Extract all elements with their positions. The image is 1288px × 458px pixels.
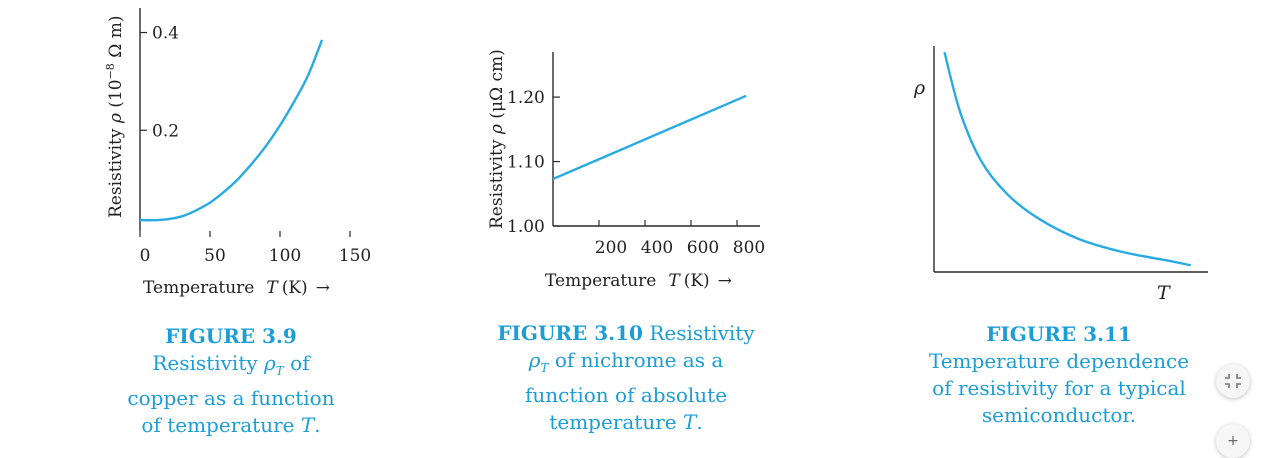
caption-line: function of absolute <box>524 383 728 407</box>
chart-2-curve <box>552 94 747 181</box>
caption-line: ρT of nichrome as a <box>528 348 724 375</box>
add-button[interactable]: + <box>1216 424 1250 458</box>
chart-1-x-tick-label: 150 <box>339 246 371 266</box>
chart-1-curve <box>139 39 324 222</box>
figure-number: FIGURE 3.10 <box>497 321 643 345</box>
chart-2-xlabel: Temperature T (K) → <box>545 271 732 291</box>
caption-line: of resistivity for a typical <box>932 376 1186 400</box>
chart-1-x-tick-label: 50 <box>204 246 226 266</box>
chart-2-x-tick-label: 400 <box>641 238 673 258</box>
caption-figure-3-11: FIGURE 3.11 Temperature dependence of re… <box>906 321 1212 429</box>
collapse-button[interactable] <box>1216 364 1250 398</box>
caption-line: Temperature dependence <box>928 349 1190 373</box>
chart-2: Resistivity ρ (μΩ cm) 1.00 1.10 1.20 200 400… <box>487 49 765 291</box>
chart-2-x-tick-label: 200 <box>595 238 627 258</box>
chart-2-x-tick-label: 800 <box>733 238 765 258</box>
caption-figure-3-9: FIGURE 3.9 Resistivity ρT of copper as a… <box>100 323 362 439</box>
figure-number: FIGURE 3.9 <box>165 324 297 348</box>
chart-3-curve <box>943 51 1192 267</box>
chart-2-ylabel: Resistivity ρ (μΩ cm) <box>487 49 507 229</box>
chart-3-xlabel: T <box>1157 282 1171 304</box>
caption-line: temperature T. <box>549 410 703 434</box>
chart-2-y-tick-label: 1.00 <box>507 217 545 237</box>
chart-1: Resistivity ρ (10−8 Ω m) 0.2 0.4 0 50 100 150… <box>104 8 371 298</box>
figure-canvas: Resistivity ρ (10−8 Ω m) 0.2 0.4 0 50 100 150… <box>104 8 1208 304</box>
chart-3-ylabel: ρ <box>913 77 926 99</box>
caption-line: of temperature T. <box>141 413 321 437</box>
chart-1-y-tick-label: 0.4 <box>152 24 179 44</box>
chart-2-y-tick-label: 1.10 <box>507 153 545 173</box>
plus-icon: + <box>1227 433 1239 449</box>
chart-1-x-tick-label: 0 <box>140 246 151 266</box>
caption-line: semiconductor. <box>981 403 1137 427</box>
caption-line: copper as a function <box>127 386 335 410</box>
chart-1-x-tick-label: 100 <box>269 246 301 266</box>
chart-1-xlabel: Temperature T (K) → <box>143 278 330 298</box>
caption-line: Resistivity ρT of <box>152 351 310 378</box>
chart-1-ylabel: Resistivity ρ (10−8 Ω m) <box>104 16 126 218</box>
figure-number: FIGURE 3.11 <box>986 322 1132 346</box>
chart-3: ρ T <box>913 46 1208 304</box>
caption-figure-3-10: FIGURE 3.10 Resistivity ρT of nichrome a… <box>480 320 772 436</box>
chart-2-x-tick-label: 600 <box>687 238 719 258</box>
chart-2-y-tick-label: 1.20 <box>507 88 545 108</box>
chart-1-y-tick-label: 0.2 <box>152 121 179 141</box>
caption-line: FIGURE 3.10 Resistivity <box>497 321 755 345</box>
collapse-arrows-icon <box>1225 374 1241 388</box>
